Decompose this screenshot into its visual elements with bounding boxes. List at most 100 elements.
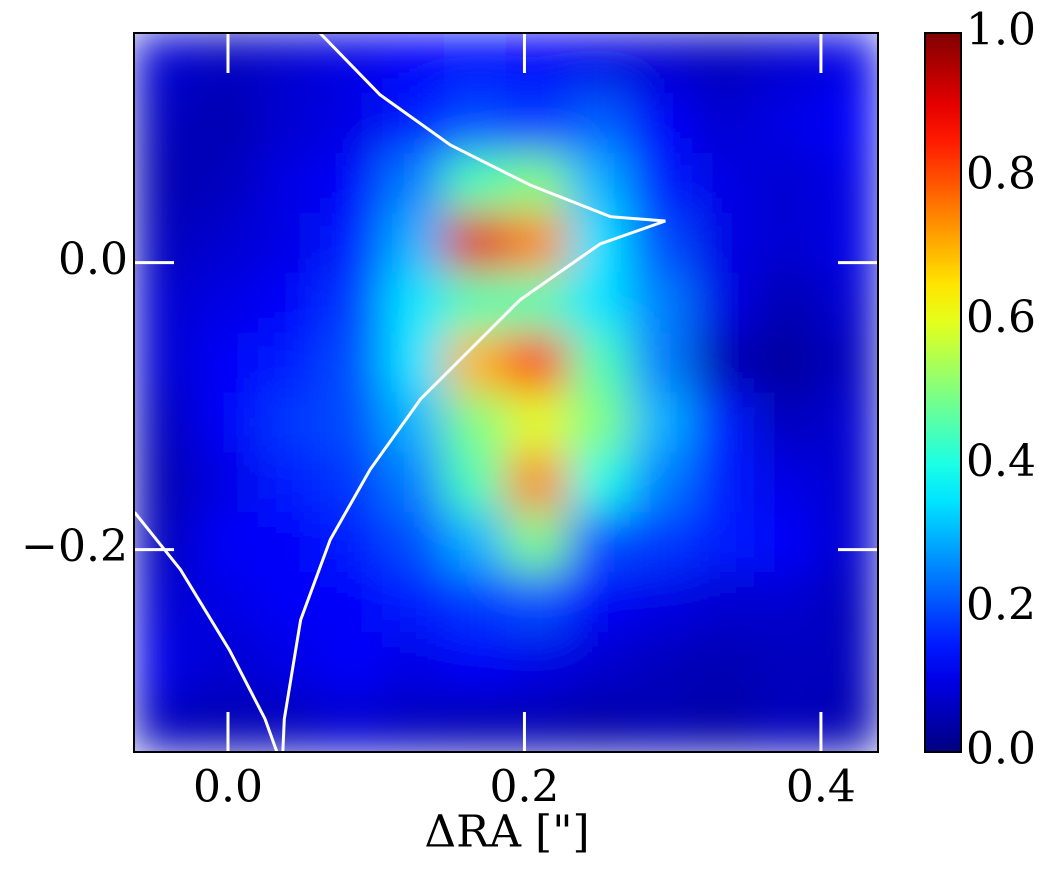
heatmap-cell — [630, 632, 693, 693]
heatmap-cell — [320, 212, 383, 274]
heatmap-cell — [134, 392, 197, 453]
heatmap-cell — [506, 452, 569, 513]
heatmap-cell — [630, 512, 693, 573]
heatmap-cell — [196, 572, 259, 633]
heatmap-cell — [754, 332, 817, 393]
heatmap-cell — [568, 512, 631, 573]
colorbar — [924, 32, 962, 753]
heatmap-cell — [630, 452, 693, 513]
heatmap-cell — [134, 272, 197, 334]
heatmap-cell — [134, 332, 197, 393]
heatmap-cell — [692, 392, 755, 453]
heatmap-cell — [258, 92, 321, 154]
heatmap-cell — [444, 452, 507, 513]
heatmap-cell — [816, 452, 878, 513]
heatmap-cell — [134, 92, 197, 154]
heatmap-cell — [258, 392, 321, 453]
heatmap-cell — [444, 572, 507, 633]
x-tick-label: 0.4 — [786, 762, 856, 813]
heatmap-cell — [692, 33, 755, 94]
heatmap-cell — [382, 452, 445, 513]
heatmap-cell — [568, 392, 631, 453]
heatmap-cell — [568, 92, 631, 154]
heatmap-cell — [630, 392, 693, 453]
colorbar-tick-label: 0.4 — [966, 436, 1036, 487]
heatmap-cell — [258, 452, 321, 513]
heatmap-cell — [320, 92, 383, 154]
heatmap-cell — [754, 692, 817, 752]
heatmap-cell — [134, 572, 197, 633]
heatmap-cell — [258, 33, 321, 94]
heatmap-cell — [444, 152, 507, 214]
heatmap-cell — [630, 272, 693, 334]
heatmap-cell — [196, 632, 259, 693]
heatmap-cell — [382, 33, 445, 94]
heatmap-cell — [444, 632, 507, 693]
heatmap-cell — [692, 692, 755, 752]
heatmap-cell — [382, 392, 445, 453]
heatmap-cell — [506, 392, 569, 453]
heatmap-cell — [816, 33, 878, 94]
heatmap-cell — [320, 392, 383, 453]
heatmap-cell — [568, 692, 631, 752]
heatmap-cell — [258, 332, 321, 393]
heatmap-cell — [258, 692, 321, 752]
heatmap-cell — [506, 332, 569, 393]
colorbar-tick-label: 0.0 — [966, 724, 1036, 775]
heatmap-cell — [630, 152, 693, 214]
heatmap-cell — [258, 512, 321, 573]
heatmap-cell — [816, 572, 878, 633]
heatmap-cell — [754, 212, 817, 274]
heatmap-cell — [630, 692, 693, 752]
heatmap-cell — [382, 512, 445, 573]
heatmap-cell — [506, 512, 569, 573]
heatmap-cell — [196, 332, 259, 393]
heatmap-cell — [134, 33, 197, 94]
heatmap-cell — [568, 452, 631, 513]
heatmap-cell — [754, 152, 817, 214]
heatmap-cell — [444, 33, 507, 94]
heatmap-cell — [630, 33, 693, 94]
heatmap-cell — [754, 33, 817, 94]
heatmap-cell — [134, 452, 197, 513]
heatmap-cell — [382, 692, 445, 752]
heatmap-cell — [196, 452, 259, 513]
heatmap-cell — [134, 692, 197, 752]
heatmap-cell — [692, 512, 755, 573]
heatmap-cell — [320, 692, 383, 752]
y-tick-label: 0.0 — [58, 234, 128, 285]
heatmap-cell — [382, 152, 445, 214]
heatmap-cell — [382, 272, 445, 334]
heatmap-cell — [816, 392, 878, 453]
heatmap-cell — [444, 92, 507, 154]
heatmap-cell — [382, 212, 445, 274]
heatmap-cell — [506, 212, 569, 274]
heatmap-cell — [816, 272, 878, 334]
heatmap-cell — [196, 152, 259, 214]
heatmap-cell — [568, 33, 631, 94]
heatmap-cell — [258, 152, 321, 214]
heatmap-cell — [692, 272, 755, 334]
colorbar-tick-label: 0.2 — [966, 580, 1036, 631]
heatmap-cell — [754, 272, 817, 334]
heatmap-cell — [506, 632, 569, 693]
colorbar-tick-label: 0.8 — [966, 148, 1036, 199]
heatmap-cell — [382, 632, 445, 693]
x-tick-label: 0.2 — [489, 762, 559, 813]
caustic-line — [281, 33, 666, 752]
heatmap-cell — [320, 332, 383, 393]
heatmap-cell — [568, 332, 631, 393]
heatmap-cell — [382, 572, 445, 633]
heatmap-cell — [816, 512, 878, 573]
heatmap-cell — [754, 392, 817, 453]
heatmap-cell — [506, 92, 569, 154]
heatmap-cell — [258, 212, 321, 274]
heatmap-cell — [506, 152, 569, 214]
heatmap-cell — [506, 692, 569, 752]
heatmap-cell — [754, 512, 817, 573]
heatmap-cell — [444, 512, 507, 573]
heatmap-cell — [258, 572, 321, 633]
heatmap-cell — [816, 332, 878, 393]
heatmap-cell — [506, 33, 569, 94]
